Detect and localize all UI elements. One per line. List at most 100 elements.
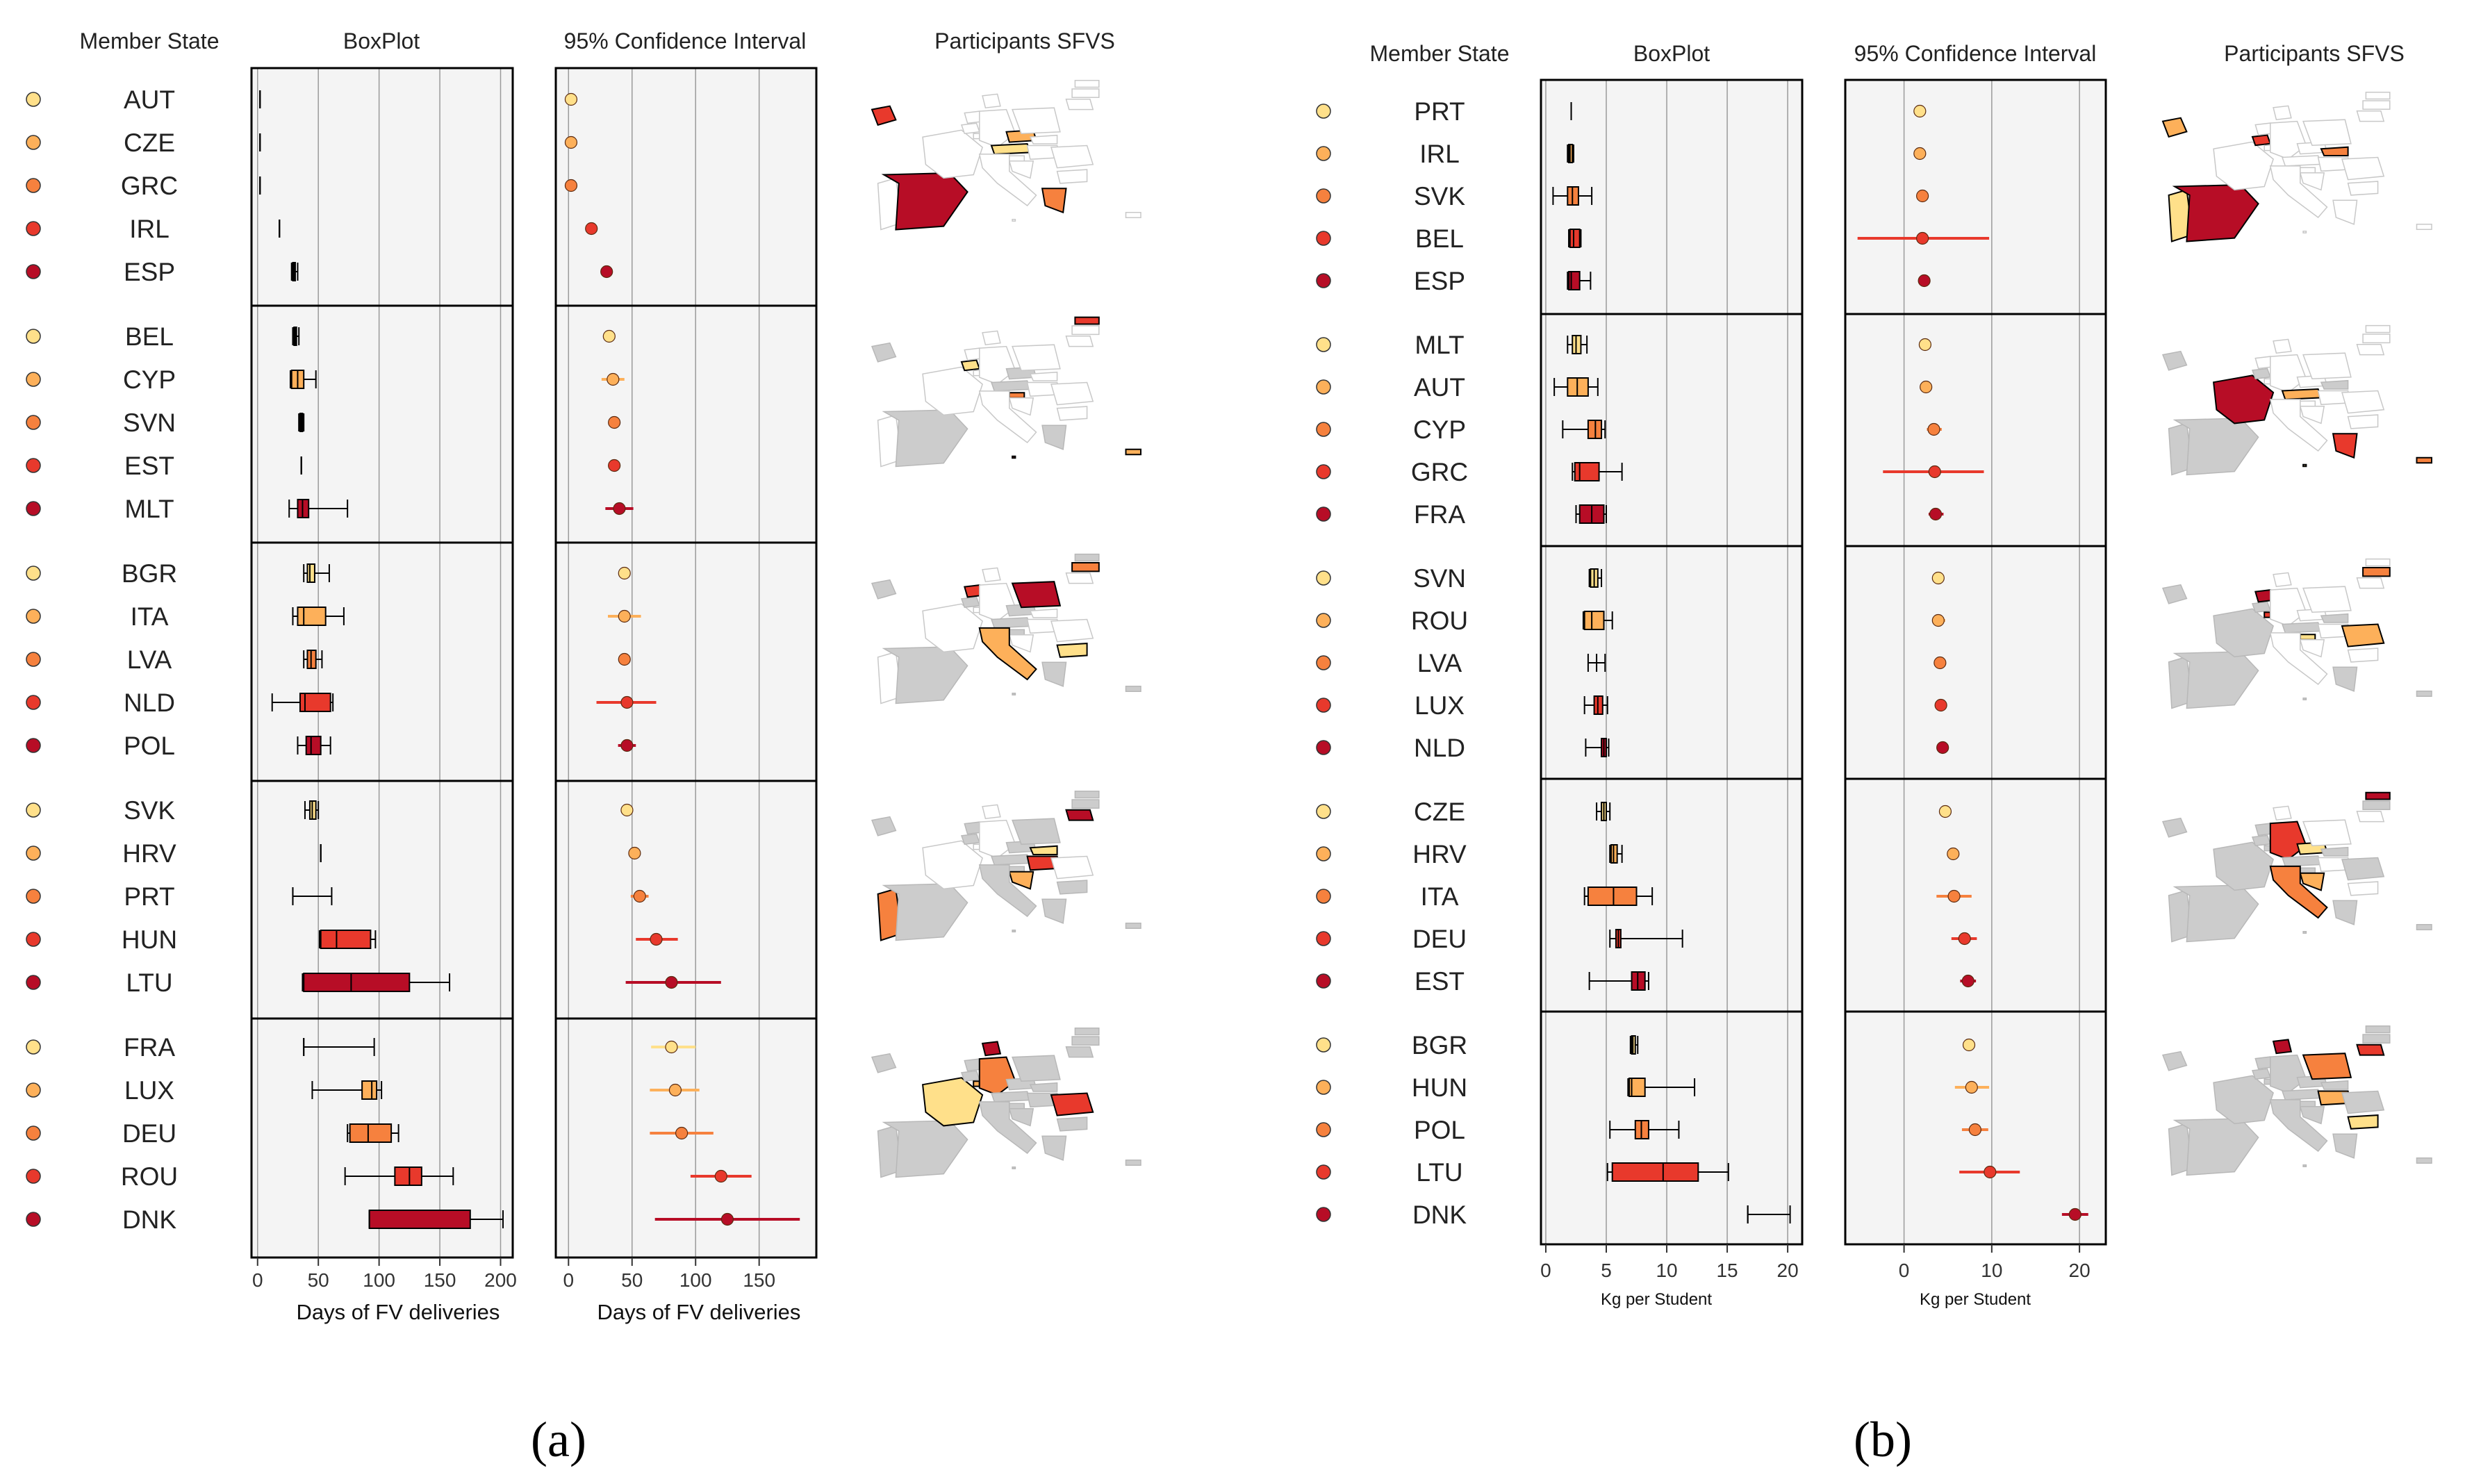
tick-label: 0 [1899, 1260, 1910, 1281]
state-row-cze: CZE [26, 129, 175, 157]
country-bel [2251, 1068, 2271, 1080]
country-deu [979, 582, 1016, 622]
boxplot-hrv [1609, 844, 1623, 864]
state-label: DEU [1412, 925, 1467, 953]
ci-bel [1857, 231, 1990, 245]
ci-mean-point [564, 92, 578, 106]
ci-fra [1928, 507, 1944, 521]
country-irl [2161, 350, 2188, 371]
country-pol [2302, 352, 2352, 379]
country-lux [2264, 611, 2271, 618]
legend-dot [26, 802, 41, 818]
group-separators [1541, 313, 1802, 1013]
country-mlt [1012, 218, 1016, 222]
state-label: ROU [121, 1162, 178, 1191]
legend-dot [26, 975, 41, 990]
ci-mean-point [1934, 698, 1947, 712]
ci-svn [608, 415, 621, 429]
country-cyp [1125, 212, 1141, 219]
boxplot-dnk [1747, 1205, 1791, 1223]
ci-dnk [2061, 1207, 2088, 1221]
boxplot-header-a: BoxPlot [343, 28, 420, 53]
country-ita [2269, 632, 2328, 686]
gridlines [1545, 80, 1788, 1244]
boxplot-lux [1583, 695, 1608, 715]
country-svn [2300, 167, 2316, 174]
plot-frame [250, 67, 514, 1259]
country-bel [960, 122, 980, 135]
member-state-header-b: Member State [1370, 41, 1510, 66]
state-label: HRV [1412, 840, 1467, 868]
member-state-list-b: PRT IRL SVK BEL ESP MLT AUT CYP GRC FRA SVN ROU LVA L… [1316, 97, 1468, 1229]
country-rou [1050, 1092, 1094, 1116]
ci-mean-point [1931, 613, 1945, 627]
ci-mean-point [1929, 507, 1943, 521]
state-label: BGR [122, 559, 177, 588]
boxplot-svn [1588, 568, 1603, 588]
country-irl [2161, 117, 2188, 138]
ci-mean-point [1961, 974, 1974, 988]
ci-cyp [1927, 422, 1942, 436]
country-hrv [2299, 872, 2325, 891]
country-cyp [1125, 686, 1141, 693]
country-lva [1071, 562, 1100, 572]
plot-background [556, 68, 816, 1258]
country-ltu [1065, 99, 1094, 110]
country-est [2365, 791, 2391, 800]
country-dnk [982, 93, 1001, 109]
state-row-svk: SVK [26, 796, 175, 825]
legend-dot [26, 501, 41, 516]
country-fra [2213, 374, 2275, 424]
ci-bgr [618, 566, 631, 580]
country-aut [990, 617, 1031, 629]
boxplot-nld [1585, 738, 1610, 757]
iqr-box [394, 1166, 422, 1186]
ci-mean-point [675, 1126, 689, 1140]
country-lva [1071, 799, 1100, 809]
boxplot-dnk [368, 1210, 504, 1229]
state-label: LTU [1416, 1158, 1462, 1187]
ci-cze [1938, 805, 1952, 818]
country-rou [2341, 390, 2385, 414]
ci-mean-point [633, 889, 646, 903]
ci-aut [564, 92, 578, 106]
state-row-lux: LUX [26, 1076, 174, 1105]
tick-label: 200 [484, 1269, 517, 1291]
state-label: EST [1415, 967, 1465, 996]
boxplot-panel-a: 0 50 100 150 200 Days of FV deliveries [250, 67, 517, 1324]
country-bel [2251, 834, 2271, 847]
country-svn [1009, 1103, 1025, 1110]
legend-dot [1316, 931, 1331, 946]
legend-dot [26, 1212, 41, 1227]
country-lva [2362, 567, 2391, 577]
ci-mean-point [668, 1083, 682, 1097]
boxplot-esp [1567, 271, 1592, 290]
plot-frame [554, 67, 818, 1259]
legend-dot [1316, 740, 1331, 755]
state-row-nld: NLD [1316, 734, 1465, 762]
country-deu [2270, 1054, 2307, 1094]
ci-marks [1857, 104, 2088, 1221]
state-row-hun: HUN [1316, 1073, 1467, 1102]
country-deu [2269, 821, 2307, 861]
state-row-esp: ESP [1316, 267, 1465, 295]
ci-mean-point [1968, 1123, 1981, 1137]
state-row-bgr: BGR [1316, 1031, 1467, 1060]
state-row-irl: IRL [26, 215, 170, 243]
ci-mlt [605, 502, 634, 516]
participants-map-group-5 [871, 1027, 1141, 1178]
boxplot-svn [298, 413, 305, 432]
country-pol [2302, 1053, 2352, 1080]
state-row-cyp: CYP [26, 365, 176, 394]
country-pol [1012, 344, 1061, 371]
state-label: NLD [124, 689, 175, 717]
ci-hrv [1947, 847, 1960, 861]
ci-mean-point [720, 1212, 734, 1226]
country-mlt [2302, 230, 2307, 233]
ci-fra [651, 1040, 696, 1054]
country-hrv [1008, 397, 1034, 416]
ci-mean-point [618, 566, 631, 580]
state-label: PRT [124, 882, 174, 911]
plot-background [1541, 80, 1802, 1244]
